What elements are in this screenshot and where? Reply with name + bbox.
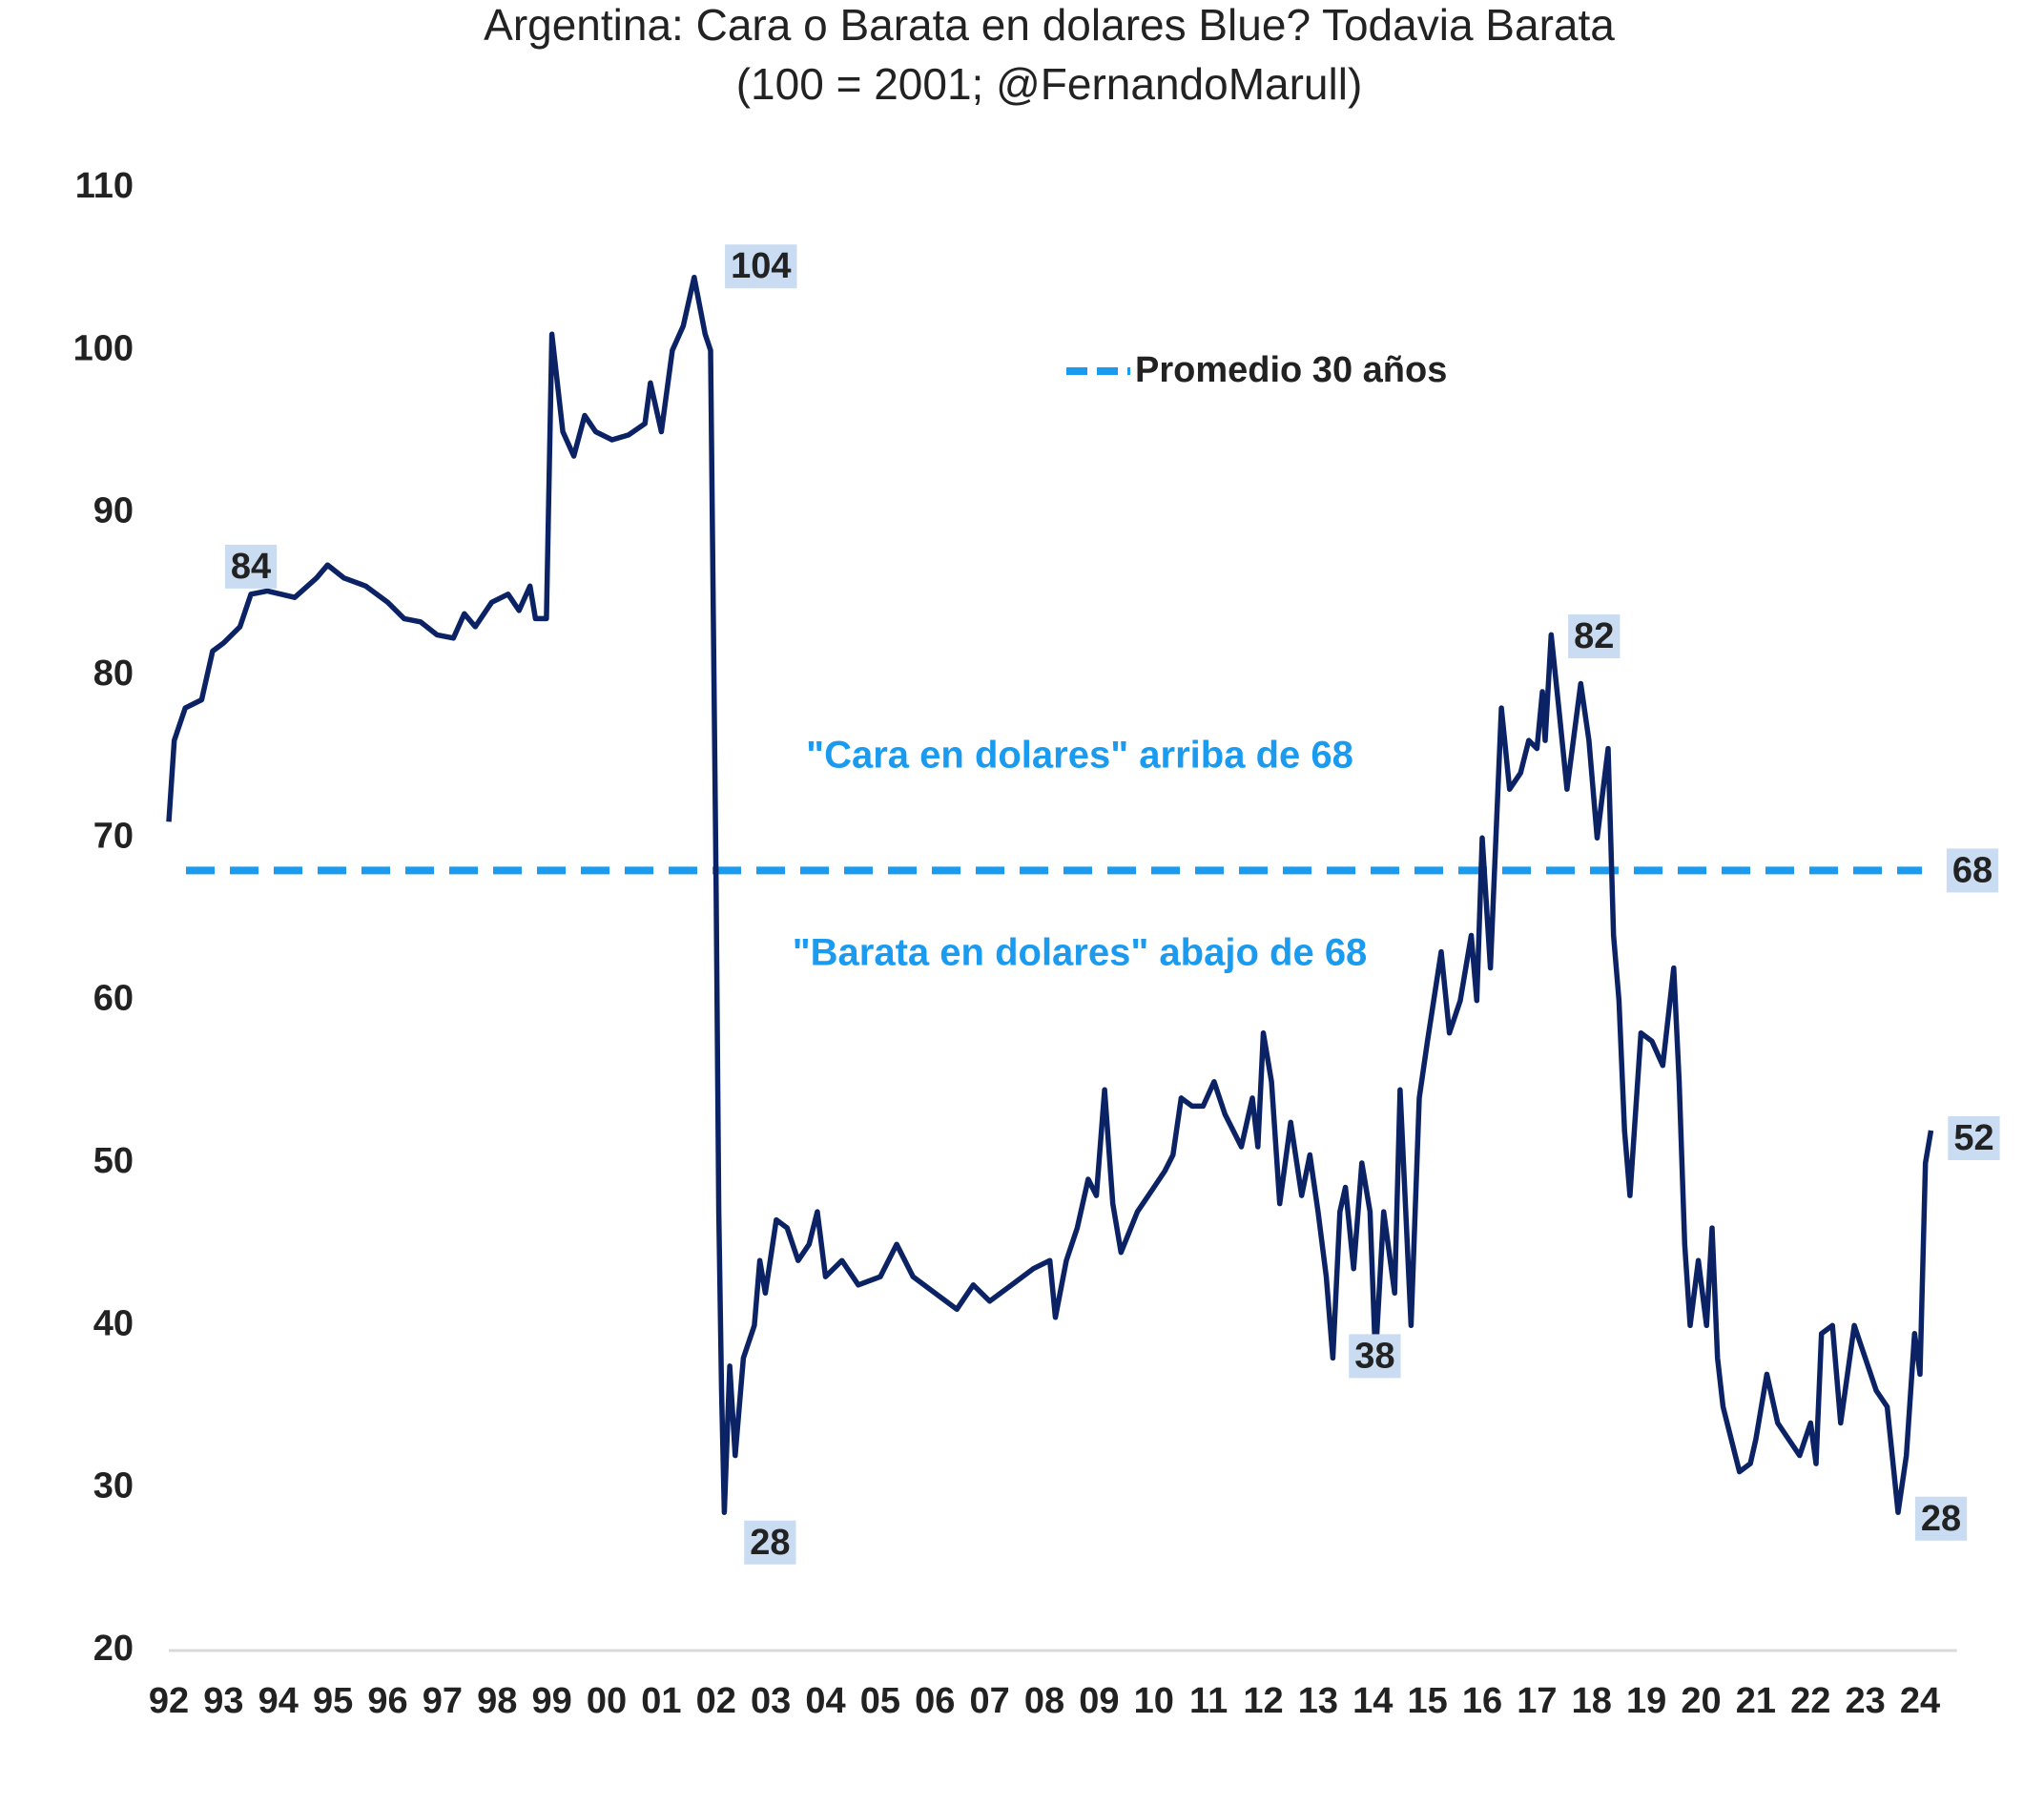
y-tick-label: 60 [93,979,134,1019]
y-tick-label: 40 [93,1303,134,1343]
data-label: 28 [750,1523,790,1563]
x-tick-label: 97 [423,1681,463,1721]
chart-subtitle: (100 = 2001; @FernandoMarull) [736,59,1363,109]
x-tick-label: 16 [1462,1681,1502,1721]
data-label-box [1568,613,1621,658]
y-tick-label: 70 [93,816,134,856]
y-tick-label: 20 [93,1629,134,1669]
x-tick-label: 17 [1517,1681,1557,1721]
x-tick-label: 94 [258,1681,299,1721]
x-tick-label: 96 [367,1681,407,1721]
data-label: 38 [1354,1336,1394,1376]
series-line [166,274,1934,1515]
data-label-box [1349,1334,1401,1379]
y-tick-label: 100 [73,328,134,368]
x-tick-label: 10 [1134,1681,1174,1721]
data-label: 28 [1921,1499,1961,1539]
x-tick-label: 95 [313,1681,353,1721]
x-tick-label: 92 [149,1681,189,1721]
x-tick-label: 07 [969,1681,1009,1721]
data-label: 82 [1574,616,1614,656]
y-tick-label: 50 [93,1141,134,1181]
data-label: 104 [731,246,791,286]
x-tick-label: 02 [696,1681,736,1721]
x-tick-label: 09 [1079,1681,1119,1721]
x-tick-label: 03 [751,1681,791,1721]
y-tick-label: 110 [75,166,134,206]
x-tick-label: 20 [1681,1681,1721,1721]
x-tick-label: 06 [915,1681,955,1721]
x-tick-label: 14 [1352,1681,1393,1721]
data-label-box [1946,848,1999,893]
data-label: 68 [1952,850,1992,890]
data-label-box [224,544,278,589]
x-tick-label: 00 [587,1681,627,1721]
data-label-box [1914,1496,1968,1541]
x-tick-label: 18 [1572,1681,1612,1721]
x-tick-label: 04 [805,1681,845,1721]
data-label: 52 [1953,1118,1993,1158]
x-tick-label: 15 [1407,1681,1447,1721]
x-tick-label: 22 [1790,1681,1830,1721]
x-tick-label: 99 [531,1681,571,1721]
chart-title: Argentina: Cara o Barata en dolares Blue… [484,0,1615,50]
x-tick-label: 13 [1298,1681,1338,1721]
y-tick-label: 30 [93,1466,134,1506]
x-tick-label: 93 [203,1681,243,1721]
data-label: 84 [231,547,271,587]
x-tick-label: 98 [477,1681,517,1721]
x-tick-label: 24 [1900,1681,1940,1721]
x-tick-label: 05 [860,1681,900,1721]
x-tick-label: 08 [1024,1681,1064,1721]
x-tick-label: 21 [1736,1681,1776,1721]
x-tick-label: 23 [1845,1681,1885,1721]
x-tick-label: 11 [1189,1681,1228,1721]
legend-label: Promedio 30 años [1135,350,1447,390]
annotation: "Cara en dolares" arriba de 68 [806,735,1353,777]
data-label-box [744,1520,796,1565]
x-tick-label: 01 [641,1681,681,1721]
data-label-box [1948,1115,2000,1160]
y-tick-label: 90 [93,491,134,531]
data-label-box [725,244,797,289]
annotation: "Barata en dolares" abajo de 68 [793,932,1368,974]
y-tick-label: 80 [93,654,134,694]
x-tick-label: 19 [1626,1681,1666,1721]
x-tick-label: 12 [1243,1681,1283,1721]
